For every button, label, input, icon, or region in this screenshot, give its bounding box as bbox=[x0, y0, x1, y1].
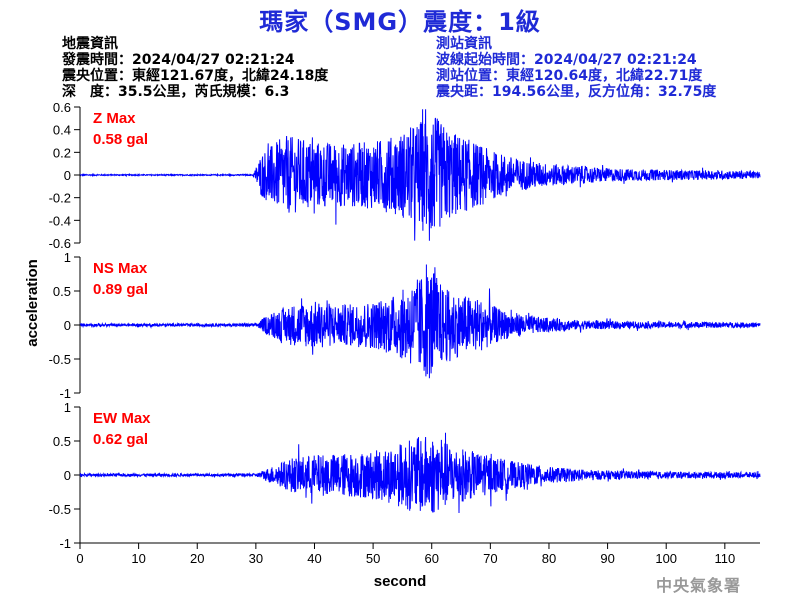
x-tick-label: 50 bbox=[366, 551, 380, 566]
x-tick-label: 70 bbox=[483, 551, 497, 566]
x-axis-label: second bbox=[374, 573, 427, 590]
y-tick-label: 0 bbox=[64, 468, 71, 483]
y-tick-label: -1 bbox=[59, 386, 71, 401]
max-label-value: 0.89 gal bbox=[93, 281, 148, 298]
x-tick-label: 10 bbox=[131, 551, 145, 566]
y-tick-label: -0.6 bbox=[49, 236, 71, 251]
waveform-ns bbox=[79, 264, 761, 379]
waveform-ew bbox=[79, 432, 761, 514]
earthquake-info-heading: 地震資訊 bbox=[62, 36, 118, 52]
depth-magnitude: 深 度：35.5公里，芮氏規模：6.3 bbox=[62, 84, 290, 100]
y-tick-label: 0.5 bbox=[53, 284, 71, 299]
y-tick-label: 0 bbox=[64, 168, 71, 183]
panel-ns: 1 0.5 0 -0.5 -1 NS Max 0.89 gal bbox=[49, 250, 761, 401]
x-tick-label: 80 bbox=[542, 551, 556, 566]
y-tick-label: 0.4 bbox=[53, 123, 71, 138]
y-tick-label: -0.2 bbox=[49, 191, 71, 206]
x-tick-label: 0 bbox=[76, 551, 83, 566]
y-tick-label: 0 bbox=[64, 318, 71, 333]
y-tick-label: 1 bbox=[64, 400, 71, 415]
y-tick-label: 0.2 bbox=[53, 145, 71, 160]
x-tick-label: 20 bbox=[190, 551, 204, 566]
max-label-title: Z Max bbox=[93, 110, 136, 127]
y-tick-label: -0.5 bbox=[49, 352, 71, 367]
x-tick-label: 100 bbox=[655, 551, 677, 566]
y-tick-label: -0.5 bbox=[49, 502, 71, 517]
wave-start-time: 波線起始時間：2024/04/27 02:21:24 bbox=[436, 52, 697, 68]
max-label-value: 0.58 gal bbox=[93, 131, 148, 148]
chart-title: 瑪家（SMG）震度：1級 bbox=[259, 8, 541, 36]
x-tick-label: 110 bbox=[714, 551, 735, 566]
x-tick-label: 40 bbox=[307, 551, 321, 566]
y-tick-label: 0.6 bbox=[53, 100, 71, 115]
earthquake-info-block: 地震資訊 發震時間：2024/04/27 02:21:24 震央位置：東經121… bbox=[62, 36, 328, 100]
origin-time: 發震時間：2024/04/27 02:21:24 bbox=[62, 52, 295, 68]
panel-z: 0.6 0.4 0.2 0 -0.2 -0.4 -0.6 Z Max 0.58 gal bbox=[49, 100, 761, 251]
y-axis-label: acceleration bbox=[24, 259, 41, 347]
x-tick-label: 90 bbox=[600, 551, 614, 566]
y-tick-label: -1 bbox=[59, 536, 71, 551]
max-label-title: NS Max bbox=[93, 260, 148, 277]
x-tick-label: 30 bbox=[249, 551, 263, 566]
panel-ew: 1 0.5 0 -0.5 -1 EW Max 0.62 gal bbox=[49, 400, 761, 551]
station-location: 測站位置：東經120.64度，北緯22.71度 bbox=[436, 68, 703, 84]
epicentral-distance: 震央距：194.56公里，反方位角：32.75度 bbox=[436, 84, 717, 100]
y-tick-label: 1 bbox=[64, 250, 71, 265]
y-tick-label: -0.4 bbox=[49, 213, 71, 228]
epicenter-location: 震央位置：東經121.67度，北緯24.18度 bbox=[62, 68, 329, 84]
waveform-z bbox=[79, 109, 761, 241]
agency-label: 中央氣象署 bbox=[656, 576, 742, 595]
max-label-title: EW Max bbox=[93, 410, 151, 427]
y-tick-label: 0.5 bbox=[53, 434, 71, 449]
x-tick-label: 60 bbox=[424, 551, 438, 566]
station-info-block: 測站資訊 波線起始時間：2024/04/27 02:21:24 測站位置：東經1… bbox=[436, 36, 716, 100]
max-label-value: 0.62 gal bbox=[93, 431, 148, 448]
station-info-heading: 測站資訊 bbox=[436, 36, 492, 52]
